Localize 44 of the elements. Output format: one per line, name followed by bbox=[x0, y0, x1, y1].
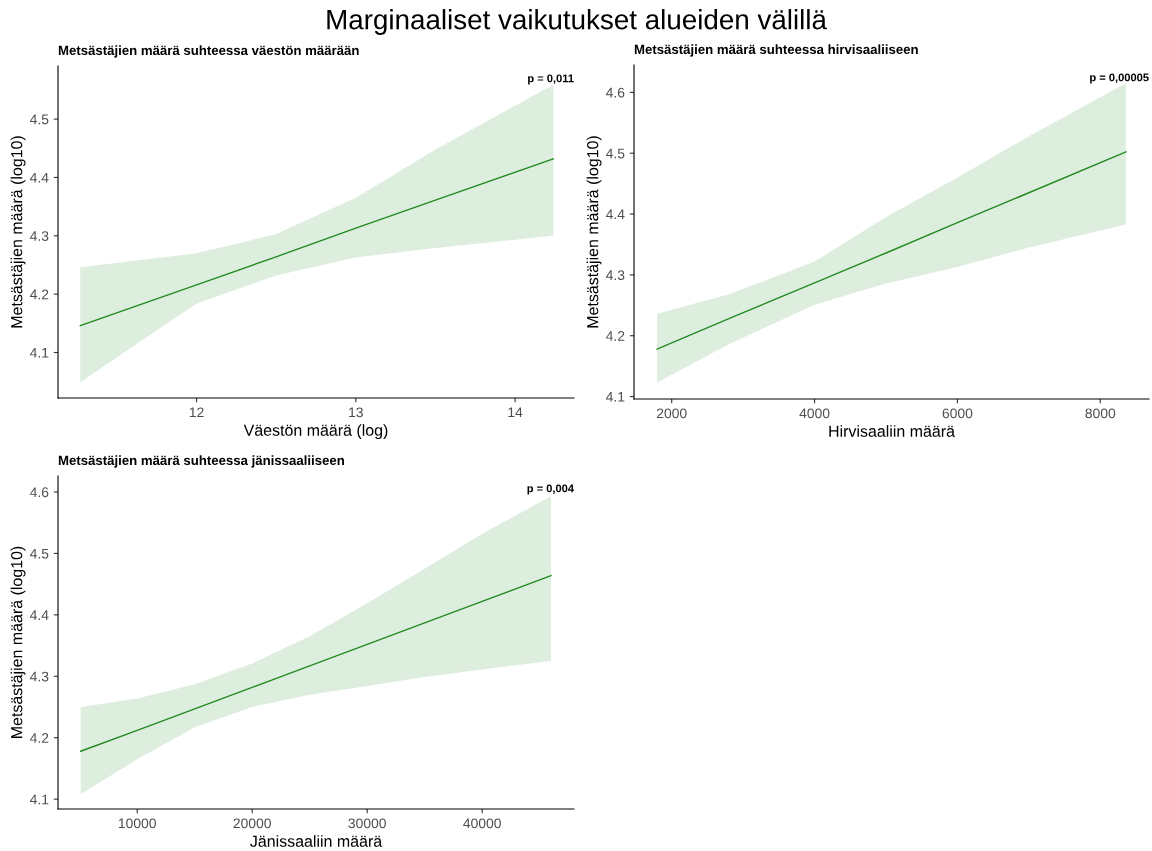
y-tick-label: 4.2 bbox=[29, 289, 49, 300]
y-tick-label: 4.5 bbox=[29, 114, 49, 125]
y-tick-label: 4.2 bbox=[29, 733, 49, 743]
y-tick-label: 4.4 bbox=[29, 172, 49, 183]
x-tick-label: 8000 bbox=[1085, 408, 1116, 419]
line-series bbox=[79, 574, 552, 752]
chart-title: Metsästäjien määrä suhteessa hirvisaaliiseen bbox=[634, 44, 918, 57]
x-tick-label: 14 bbox=[508, 407, 523, 418]
chart-title: Metsästäjien määrä suhteessa väestön määrään bbox=[58, 45, 359, 58]
y-tick-label: 4.6 bbox=[29, 487, 49, 498]
x-axis-title: Jänissaaliin määrä bbox=[250, 835, 383, 847]
y-tick-label: 4.5 bbox=[29, 548, 49, 559]
y-tick-label: 4.4 bbox=[29, 610, 49, 620]
x-tick-label: 10000 bbox=[118, 818, 156, 829]
y-tick-label: 4.1 bbox=[29, 794, 49, 805]
y-axis-title: Metsästäjien määrä (log10) bbox=[10, 136, 26, 328]
x-tick-label: 20000 bbox=[233, 818, 271, 829]
text: Marginaaliset vaikutukset alueiden välillä bbox=[327, 9, 827, 35]
x-axis-title: Väestön määrä (log) bbox=[243, 424, 388, 440]
y-axis-title: Metsästäjien määrä (log10) bbox=[586, 136, 602, 328]
x-tick-label: 4000 bbox=[799, 408, 830, 419]
annotation: p = 0,004 bbox=[527, 484, 574, 495]
y-tick-label: 4.1 bbox=[29, 347, 49, 358]
y-tick-label: 4.3 bbox=[29, 671, 49, 682]
y-tick-label: 4.3 bbox=[605, 270, 625, 281]
x-tick-label: 2000 bbox=[656, 408, 687, 419]
y-tick-label: 4.2 bbox=[605, 331, 625, 341]
y-tick-label: 4.3 bbox=[29, 231, 49, 241]
chart-title: Metsästäjien määrä suhteessa jänissaaliiseen bbox=[58, 455, 344, 468]
x-tick-label: 40000 bbox=[463, 818, 501, 829]
x-tick-label: 6000 bbox=[942, 408, 973, 419]
y-tick-label: 4.4 bbox=[605, 209, 625, 220]
y-tick-label: 4.6 bbox=[605, 87, 625, 98]
y-tick-label: 4.1 bbox=[605, 392, 625, 402]
x-tick-label: 30000 bbox=[348, 818, 386, 829]
x-tick-label: 13 bbox=[349, 407, 363, 418]
annotation: p = 0,00005 bbox=[1090, 73, 1149, 84]
y-tick-label: 4.5 bbox=[605, 148, 625, 159]
y-axis-title: Metsästäjien määrä (log10) bbox=[10, 546, 26, 738]
line-series bbox=[656, 151, 1127, 350]
x-tick-label: 12 bbox=[189, 407, 204, 418]
line-series bbox=[79, 158, 554, 327]
annotation: p = 0,011 bbox=[528, 74, 574, 85]
x-axis-title: Hirvisaaliin määrä bbox=[829, 425, 955, 437]
